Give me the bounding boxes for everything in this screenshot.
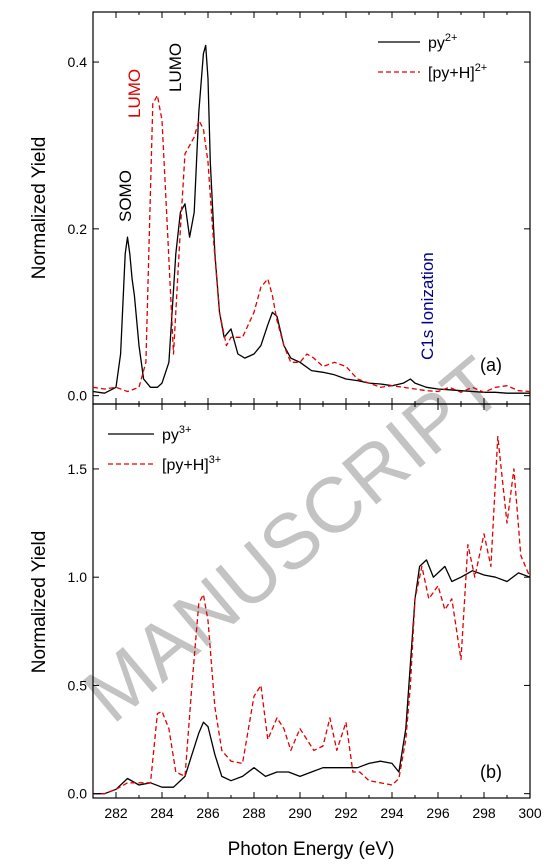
panel-a-y-tick-label: 0.0 — [68, 388, 88, 404]
panel-a-series-dashed-line — [92, 94, 531, 393]
watermark-text: MANUSCRIPT — [67, 340, 519, 739]
x-tick-label: 294 — [380, 805, 404, 821]
panel-a-y-ticks: 0.0 0.2 0.4 — [68, 12, 531, 404]
panel-a: 0.0 0.2 0.4 Normalized Yield (a) SOMO LUMO… — [29, 11, 531, 405]
legend-b-entry-2-base: [py+H] — [162, 457, 209, 474]
x-tick-label: 284 — [150, 805, 174, 821]
legend-b-entry-2-sup: 3+ — [209, 454, 222, 466]
panel-b-series-solid-line — [93, 559, 531, 795]
x-tick-label: 288 — [242, 805, 266, 821]
x-tick-label: 298 — [472, 805, 496, 821]
x-axis-label: Photon Energy (eV) — [228, 839, 395, 860]
legend-a-entry-1: py2+ — [428, 32, 457, 52]
x-tick-label: 296 — [426, 805, 450, 821]
panel-a-label: (a) — [480, 355, 502, 375]
panel-a-series — [92, 44, 531, 394]
panel-b-y-tick-label: 0.5 — [68, 677, 88, 693]
panel-a-legend: py2+ [py+H]2+ — [378, 32, 487, 82]
legend-a-entry-1-sup: 2+ — [445, 32, 458, 44]
panel-b-y-tick-label: 1.0 — [68, 569, 88, 585]
annotation-lumo-red: LUMO — [125, 69, 144, 118]
annotation-somo: SOMO — [116, 170, 135, 222]
legend-a-entry-2-base: [py+H] — [428, 65, 475, 82]
legend-b-entry-1: py3+ — [162, 424, 191, 444]
panel-b-y-tick-label: 0.0 — [68, 786, 88, 802]
panel-a-y-axis-label: Normalized Yield — [29, 137, 50, 280]
panel-b-y-axis-label: Normalized Yield — [29, 531, 50, 674]
panel-b-y-ticks: 0.0 0.5 1.0 1.5 — [68, 404, 531, 802]
annotation-c1s-ionization: C1s Ionization — [418, 252, 437, 360]
legend-b-entry-1-sup: 3+ — [179, 424, 192, 436]
legend-a-entry-2: [py+H]2+ — [428, 62, 487, 82]
x-tick-label: 290 — [288, 805, 312, 821]
panel-b-label: (b) — [480, 762, 502, 782]
panel-b-frame — [92, 403, 531, 799]
panel-a-y-tick-label: 0.4 — [68, 54, 88, 70]
x-tick-label: 282 — [104, 805, 128, 821]
legend-b-entry-2: [py+H]3+ — [162, 454, 221, 474]
panel-a-y-tick-label: 0.2 — [68, 221, 88, 237]
x-axis-ticks: 282 284 286 288 290 292 294 296 298 300 — [104, 805, 542, 821]
legend-a-entry-1-base: py — [428, 35, 445, 52]
x-tick-label: 292 — [334, 805, 358, 821]
panel-b-series — [93, 435, 531, 795]
panel-b: 0.00.51.01.5 Normalized Yield (b) py3+ [… — [29, 403, 531, 802]
legend-b-entry-1-base: py — [162, 427, 179, 444]
legend-a-entry-2-sup: 2+ — [475, 62, 488, 74]
x-tick-label: 300 — [518, 805, 542, 821]
panel-b-legend: py3+ [py+H]3+ — [108, 424, 221, 474]
annotation-lumo-black: LUMO — [166, 43, 185, 92]
x-tick-label: 286 — [196, 805, 220, 821]
panel-b-y-tick-label: 1.5 — [68, 461, 88, 477]
panel-a-series-solid-line — [92, 44, 530, 394]
